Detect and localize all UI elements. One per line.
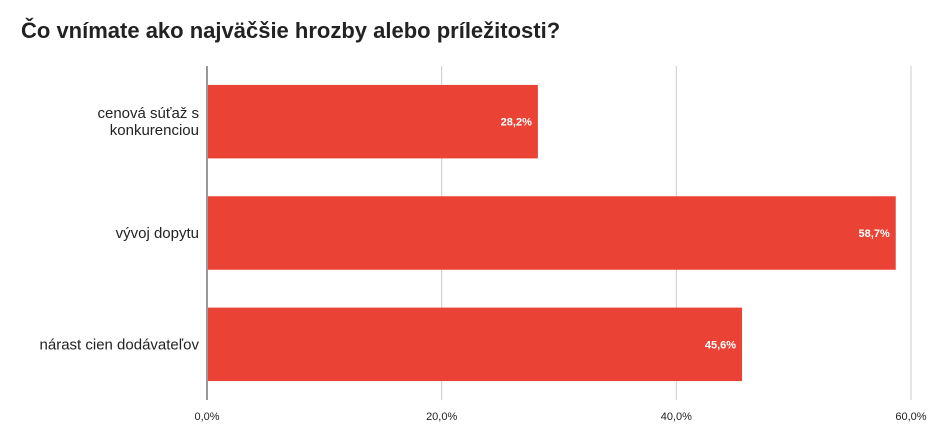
chart-title: Čo vnímate ako najväčšie hrozby alebo pr… xyxy=(21,18,561,43)
data-label: 45,6% xyxy=(705,339,736,351)
category-label-line: konkurenciou xyxy=(110,122,199,139)
category-label-line: nárast cien dodávateľov xyxy=(40,336,200,353)
x-tick-label: 20,0% xyxy=(426,411,457,423)
x-tick-label: 40,0% xyxy=(661,411,692,423)
data-label: 58,7% xyxy=(859,228,890,240)
category-label: vývoj dopytu xyxy=(116,225,199,242)
category-label-line: vývoj dopytu xyxy=(116,225,199,242)
bar xyxy=(208,84,538,159)
data-label: 28,2% xyxy=(501,117,532,129)
x-tick-label: 60,0% xyxy=(895,411,926,423)
x-tick-label: 0,0% xyxy=(194,411,219,423)
category-label: nárast cien dodávateľov xyxy=(40,336,200,353)
bar xyxy=(208,196,896,270)
category-label-line: cenová súťaž s xyxy=(97,105,199,122)
x-tick-labels: 0,0% 20,0% 40,0% 60,0% xyxy=(194,411,926,423)
bars: 28,2% 58,7% 45,6% xyxy=(208,84,896,382)
bar xyxy=(208,307,743,382)
category-labels: cenová súťaž s konkurenciou vývoj dopytu ná… xyxy=(40,105,200,353)
category-label: cenová súťaž s konkurenciou xyxy=(97,105,199,139)
